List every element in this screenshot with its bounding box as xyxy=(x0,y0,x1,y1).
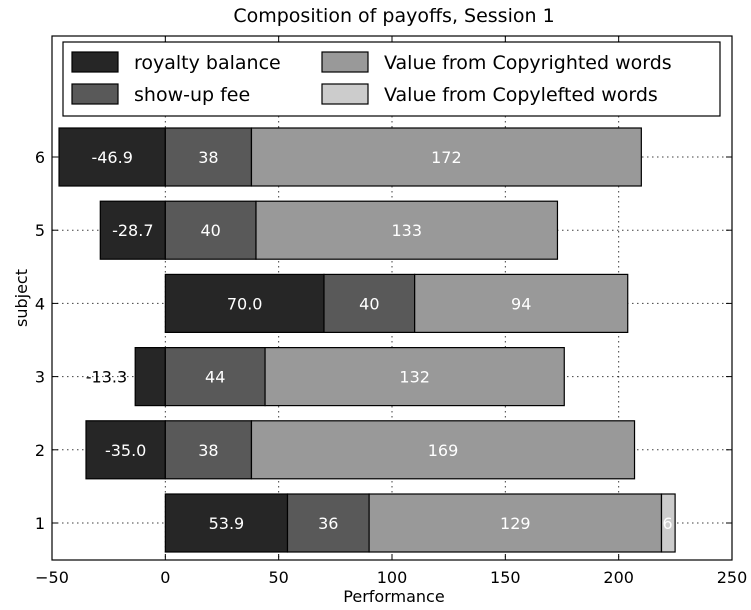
bar-value-label: 132 xyxy=(399,368,430,387)
bar-value-label: 172 xyxy=(431,148,462,167)
bar-value-label: -46.9 xyxy=(91,148,132,167)
legend-label: Value from Copyrighted words xyxy=(384,52,672,74)
bar-royalty-balance-subject-6 xyxy=(58,127,166,187)
bar-value-from-copyrighted-words-subject-5 xyxy=(255,200,559,260)
x-tick-label: 50 xyxy=(268,568,288,587)
bar-value-label: 129 xyxy=(500,514,531,533)
bars-layer: 53.9 36 129 6 -35.0 38 169 -13.3 44 132 70.0 40 94 -2… xyxy=(58,127,676,553)
y-axis-label: subject xyxy=(12,269,31,327)
chart-title: Composition of payoffs, Session 1 xyxy=(233,5,554,27)
bar-show-up-fee-subject-6 xyxy=(164,127,253,187)
bar-value-label: 44 xyxy=(205,368,225,387)
bar-value-label: 94 xyxy=(511,294,531,313)
bar-value-label: 36 xyxy=(318,514,338,533)
legend-label: show-up fee xyxy=(134,84,250,106)
bar-value-from-copyrighted-words-subject-4 xyxy=(414,273,629,333)
legend-label: royalty balance xyxy=(134,52,281,74)
bar-value-label: 53.9 xyxy=(209,514,245,533)
legend-swatch xyxy=(71,83,119,105)
bar-show-up-fee-subject-5 xyxy=(164,200,257,260)
y-tick-label: 3 xyxy=(35,368,45,387)
y-tick-label: 5 xyxy=(35,221,45,240)
bar-value-from-copyrighted-words-subject-2 xyxy=(250,420,636,480)
bar-value-label: 6 xyxy=(663,514,673,533)
bar-value-label: 40 xyxy=(359,294,379,313)
bar-show-up-fee-subject-2 xyxy=(164,420,253,480)
legend-swatch xyxy=(321,51,369,73)
bar-value-label: -28.7 xyxy=(112,221,153,240)
y-tick-label: 4 xyxy=(35,294,45,313)
bar-value-label: -35.0 xyxy=(105,441,146,460)
legend-swatch xyxy=(321,83,369,105)
bar-value-from-copylefted-words-subject-1 xyxy=(660,493,676,553)
y-tick-label: 6 xyxy=(35,148,45,167)
bar-value-label: 70.0 xyxy=(227,294,263,313)
x-tick-label: 100 xyxy=(377,568,408,587)
bar-royalty-balance-subject-4 xyxy=(164,273,325,333)
legend-label: Value from Copylefted words xyxy=(384,84,658,106)
bar-value-from-copyrighted-words-subject-6 xyxy=(250,127,642,187)
legend-swatch xyxy=(71,51,119,73)
bar-value-label: 133 xyxy=(391,221,422,240)
bar-value-label: -13.3 xyxy=(86,368,127,387)
x-tick-label: 0 xyxy=(160,568,170,587)
bar-value-from-copyrighted-words-subject-3 xyxy=(264,347,565,407)
bar-royalty-balance-subject-3 xyxy=(134,347,166,407)
bar-value-from-copyrighted-words-subject-1 xyxy=(368,493,663,553)
y-tick-label: 1 xyxy=(35,514,45,533)
bar-show-up-fee-subject-3 xyxy=(164,347,266,407)
bar-value-label: 38 xyxy=(198,441,218,460)
x-tick-label: −50 xyxy=(35,568,69,587)
bar-value-label: 40 xyxy=(200,221,220,240)
x-tick-label: 150 xyxy=(490,568,521,587)
x-tick-label: 200 xyxy=(603,568,634,587)
x-axis-label: Performance xyxy=(343,587,444,606)
bar-value-label: 169 xyxy=(428,441,459,460)
legend: royalty balance show-up fee Value from Cop… xyxy=(62,41,721,117)
y-tick-label: 2 xyxy=(35,441,45,460)
legend-box xyxy=(62,41,721,117)
bar-show-up-fee-subject-1 xyxy=(286,493,370,553)
ticks-layer: −50 0 50 100 150 200 250 1 2 3 4 5 6 xyxy=(35,36,747,587)
x-tick-label: 250 xyxy=(717,568,748,587)
bar-royalty-balance-subject-1 xyxy=(164,493,289,553)
bar-value-label: 38 xyxy=(198,148,218,167)
